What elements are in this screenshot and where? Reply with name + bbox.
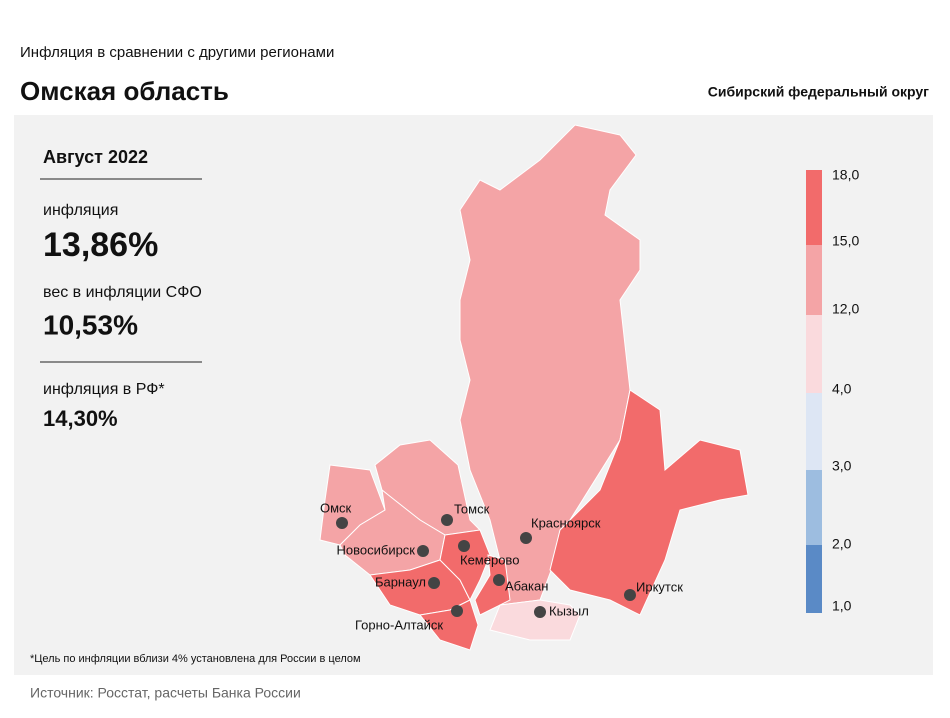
city-label: Иркутск [636,579,683,594]
item-value: 10,53% [43,309,138,340]
period: Август 2022 [43,147,148,167]
item-value: 14,30% [43,406,118,431]
item-label: инфляция в РФ* [43,381,165,398]
city-label: Горно-Алтайск [355,617,443,632]
map [319,124,749,651]
city-label: Томск [454,501,490,516]
footnote: *Цель по инфляции вблизи 4% установлена … [30,653,361,665]
legend-tick: 15,0 [832,233,859,249]
legend-tick: 1,0 [832,598,852,614]
city-label: Новосибирск [337,542,416,557]
city-dot [624,589,636,601]
region [489,599,581,641]
city-label: Омск [320,500,352,515]
item-label: инфляция [43,202,118,219]
region [439,529,491,602]
item-label: вес в инфляции СФО [43,284,202,301]
city-label: Кызыл [549,603,589,618]
source: Источник: Росстат, расчеты Банка России [30,685,301,701]
city-dot [493,574,505,586]
subtitle: Инфляция в сравнении с другими регионами [20,44,334,61]
legend-tick: 18,0 [832,167,859,183]
city-label: Кемерово [460,552,519,567]
legend-tick: 3,0 [832,458,852,474]
district: Сибирский федеральный округ [708,84,929,100]
region [549,389,749,616]
city-dot [428,577,440,589]
city-label: Барнаул [375,574,426,589]
legend-swatch [806,545,822,613]
city-dot [441,514,453,526]
legend: 18,0 15,0 12,0 4,0 3,0 2,0 1,0 [806,167,859,614]
city-dot [417,545,429,557]
legend-swatch [806,170,822,245]
city-dot [458,540,470,552]
legend-swatch [806,315,822,393]
city-dot [336,517,348,529]
legend-tick: 12,0 [832,301,859,317]
city-dot [520,532,532,544]
legend-tick: 4,0 [832,381,852,397]
legend-swatch [806,470,822,545]
legend-tick: 2,0 [832,536,852,552]
cities: Омск Томск Новосибирск Красноярск Кемеро… [320,500,683,632]
item-value: 13,86% [43,226,158,264]
city-label: Красноярск [531,515,601,530]
region [474,554,511,616]
legend-swatch [806,245,822,315]
title: Омская область [20,76,229,106]
legend-swatch [806,393,822,470]
city-label: Абакан [505,578,548,593]
region [419,599,479,651]
city-dot [451,605,463,617]
city-dot [534,606,546,618]
